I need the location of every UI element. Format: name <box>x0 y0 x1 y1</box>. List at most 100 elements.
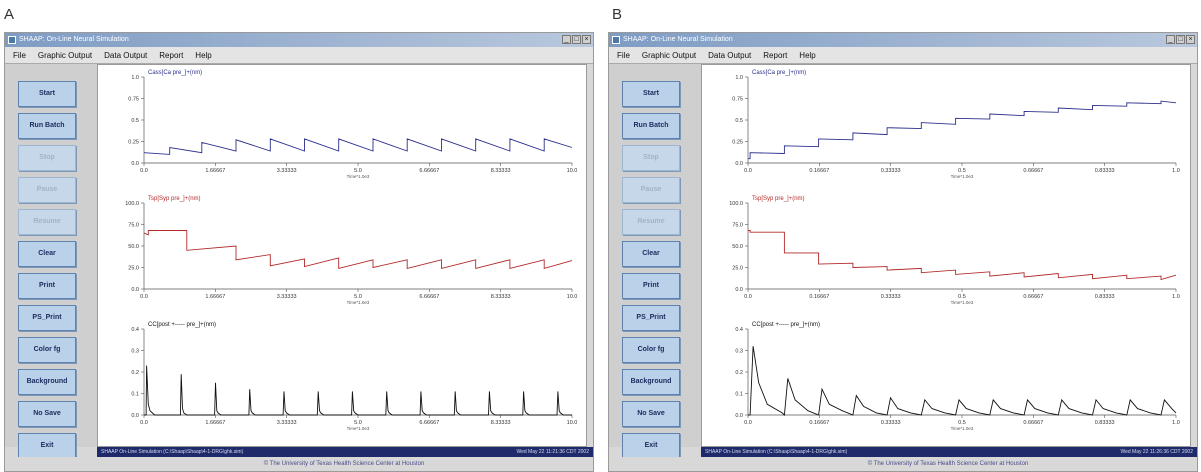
x-tick-label: 0.33333 <box>881 294 901 300</box>
print-button[interactable]: Print <box>622 273 680 299</box>
pause-button[interactable]: Pause <box>622 177 680 203</box>
x-tick-label: 6.66667 <box>419 168 439 174</box>
pause-button[interactable]: Pause <box>18 177 76 203</box>
background-button[interactable]: Background <box>622 369 680 395</box>
window-title-bar[interactable]: SHAAP: On-Line Neural Simulation _ □ × <box>609 33 1197 47</box>
stop-button[interactable]: Stop <box>18 145 76 171</box>
x-tick-label: 0.5 <box>958 420 966 426</box>
y-tick-label: 0.0 <box>735 161 743 167</box>
app-icon <box>8 36 16 44</box>
close-icon[interactable]: × <box>1186 35 1195 44</box>
series-line <box>748 100 1177 160</box>
panel-label-a: A <box>4 6 15 23</box>
close-icon[interactable]: × <box>582 35 591 44</box>
minimize-icon[interactable]: _ <box>1166 35 1175 44</box>
x-tick-label: 5.0 <box>354 420 362 426</box>
x-tick-label: 0.66667 <box>1023 168 1043 174</box>
color-fg-button[interactable]: Color fg <box>622 337 680 363</box>
subplot-2: CC[post +----- pre_]+(nm) 0.4 0.3 0.2 0.1 0.0… <box>131 322 577 431</box>
plot-area: Cass[Ca pre_]+(nm) 1.0 0.75 0.5 0.25 0.0 0.0 1.… <box>97 64 587 447</box>
background-button[interactable]: Background <box>18 369 76 395</box>
y-tick-label: 0.4 <box>735 327 743 333</box>
start-button[interactable]: Start <box>18 81 76 107</box>
maximize-icon[interactable]: □ <box>1176 35 1185 44</box>
clear-button[interactable]: Clear <box>622 241 680 267</box>
series-line <box>748 230 1177 281</box>
y-tick-label: 0.0 <box>735 287 743 293</box>
y-tick-label: 25.0 <box>128 266 139 272</box>
y-tick-label: 0.1 <box>735 392 743 398</box>
subplot-title: Tsp[Syp pre_]+(nm) <box>752 196 805 202</box>
menu-graphic-output[interactable]: Graphic Output <box>641 50 697 60</box>
x-tick-label: 8.33333 <box>491 168 511 174</box>
plots-svg: Cass[Ca pre_]+(nm)1.00.750.50.250.00.0 1.… <box>125 70 577 431</box>
menu-graphic-output[interactable]: Graphic Output <box>37 50 93 60</box>
ps-print-button[interactable]: PS_Print <box>18 305 76 331</box>
x-tick-label: 3.33333 <box>277 168 297 174</box>
x-tick-label: 10.0 <box>567 420 578 426</box>
y-tick-label: 0.2 <box>735 370 743 376</box>
menu-data-output[interactable]: Data Output <box>708 50 752 60</box>
x-tick-label: 5.0 <box>354 168 362 174</box>
stop-button[interactable]: Stop <box>622 145 680 171</box>
y-tick-label: 50.0 <box>732 244 743 250</box>
simulation-window-b: SHAAP: On-Line Neural Simulation _ □ × F… <box>608 32 1198 472</box>
plots-svg: Cass[Ca pre_]+(nm)1.00.750.50.250.00.0 0.… <box>729 70 1180 431</box>
window-title: SHAAP: On-Line Neural Simulation <box>19 36 129 43</box>
x-tick-label: 1.0 <box>1172 168 1180 174</box>
menu-data-output[interactable]: Data Output <box>104 50 148 60</box>
run-batch-button[interactable]: Run Batch <box>18 113 76 139</box>
x-tick-label: 3.33333 <box>277 420 297 426</box>
series-line <box>144 365 572 416</box>
window-title-bar[interactable]: SHAAP: On-Line Neural Simulation _ □ × <box>5 33 593 47</box>
menu-bar: File Graphic Output Data Output Report H… <box>609 47 1197 64</box>
x-tick-label: 0.16667 <box>809 420 829 426</box>
run-batch-button[interactable]: Run Batch <box>622 113 680 139</box>
subplot-title: Cass[Ca pre_]+(nm) <box>752 70 806 76</box>
y-tick-label: 1.0 <box>131 75 139 81</box>
menu-help[interactable]: Help <box>195 50 212 60</box>
print-button[interactable]: Print <box>18 273 76 299</box>
y-tick-label: 75.0 <box>128 223 139 229</box>
app-icon <box>612 36 620 44</box>
series-line <box>143 138 573 155</box>
x-tick-label: 0.83333 <box>1095 168 1115 174</box>
x-tick-label: 0.33333 <box>881 168 901 174</box>
resume-button[interactable]: Resume <box>622 209 680 235</box>
x-tick-label: 0.83333 <box>1095 420 1115 426</box>
status-file-path: SHAAP On-Line Simulation (C:\Shaap\Shaap… <box>101 449 244 455</box>
menu-help[interactable]: Help <box>799 50 816 60</box>
menu-report[interactable]: Report <box>159 50 184 60</box>
menu-file[interactable]: File <box>13 50 26 60</box>
color-fg-button[interactable]: Color fg <box>18 337 76 363</box>
x-tick-label: 1.66667 <box>205 420 225 426</box>
x-tick-label: 0.66667 <box>1023 294 1043 300</box>
ps-print-button[interactable]: PS_Print <box>622 305 680 331</box>
resume-button[interactable]: Resume <box>18 209 76 235</box>
menu-file[interactable]: File <box>617 50 630 60</box>
y-tick-label: 0.0 <box>131 287 139 293</box>
panel-label-b: B <box>612 6 623 23</box>
window-title: SHAAP: On-Line Neural Simulation <box>623 36 733 43</box>
x-tick-label: 0.83333 <box>1095 294 1115 300</box>
x-tick-label: 1.0 <box>1172 420 1180 426</box>
exit-button[interactable]: Exit <box>18 433 76 459</box>
no-save-button[interactable]: No Save <box>18 401 76 427</box>
menu-report[interactable]: Report <box>763 50 788 60</box>
clear-button[interactable]: Clear <box>18 241 76 267</box>
x-tick-label: 0.5 <box>958 294 966 300</box>
x-axis-label: Time*1.0e3 <box>347 300 370 305</box>
maximize-icon[interactable]: □ <box>572 35 581 44</box>
y-tick-label: 0.3 <box>735 349 743 355</box>
menu-bar: File Graphic Output Data Output Report H… <box>5 47 593 64</box>
x-tick-label: 0.0 <box>140 168 148 174</box>
x-tick-label: 6.66667 <box>419 294 439 300</box>
start-button[interactable]: Start <box>622 81 680 107</box>
no-save-button[interactable]: No Save <box>622 401 680 427</box>
minimize-icon[interactable]: _ <box>562 35 571 44</box>
y-tick-label: 0.75 <box>128 97 139 103</box>
status-bar: SHAAP On-Line Simulation (C:\Shaap\Shaap… <box>701 447 1197 457</box>
exit-button[interactable]: Exit <box>622 433 680 459</box>
x-tick-label: 0.66667 <box>1023 420 1043 426</box>
y-tick-label: 100.0 <box>125 201 139 207</box>
